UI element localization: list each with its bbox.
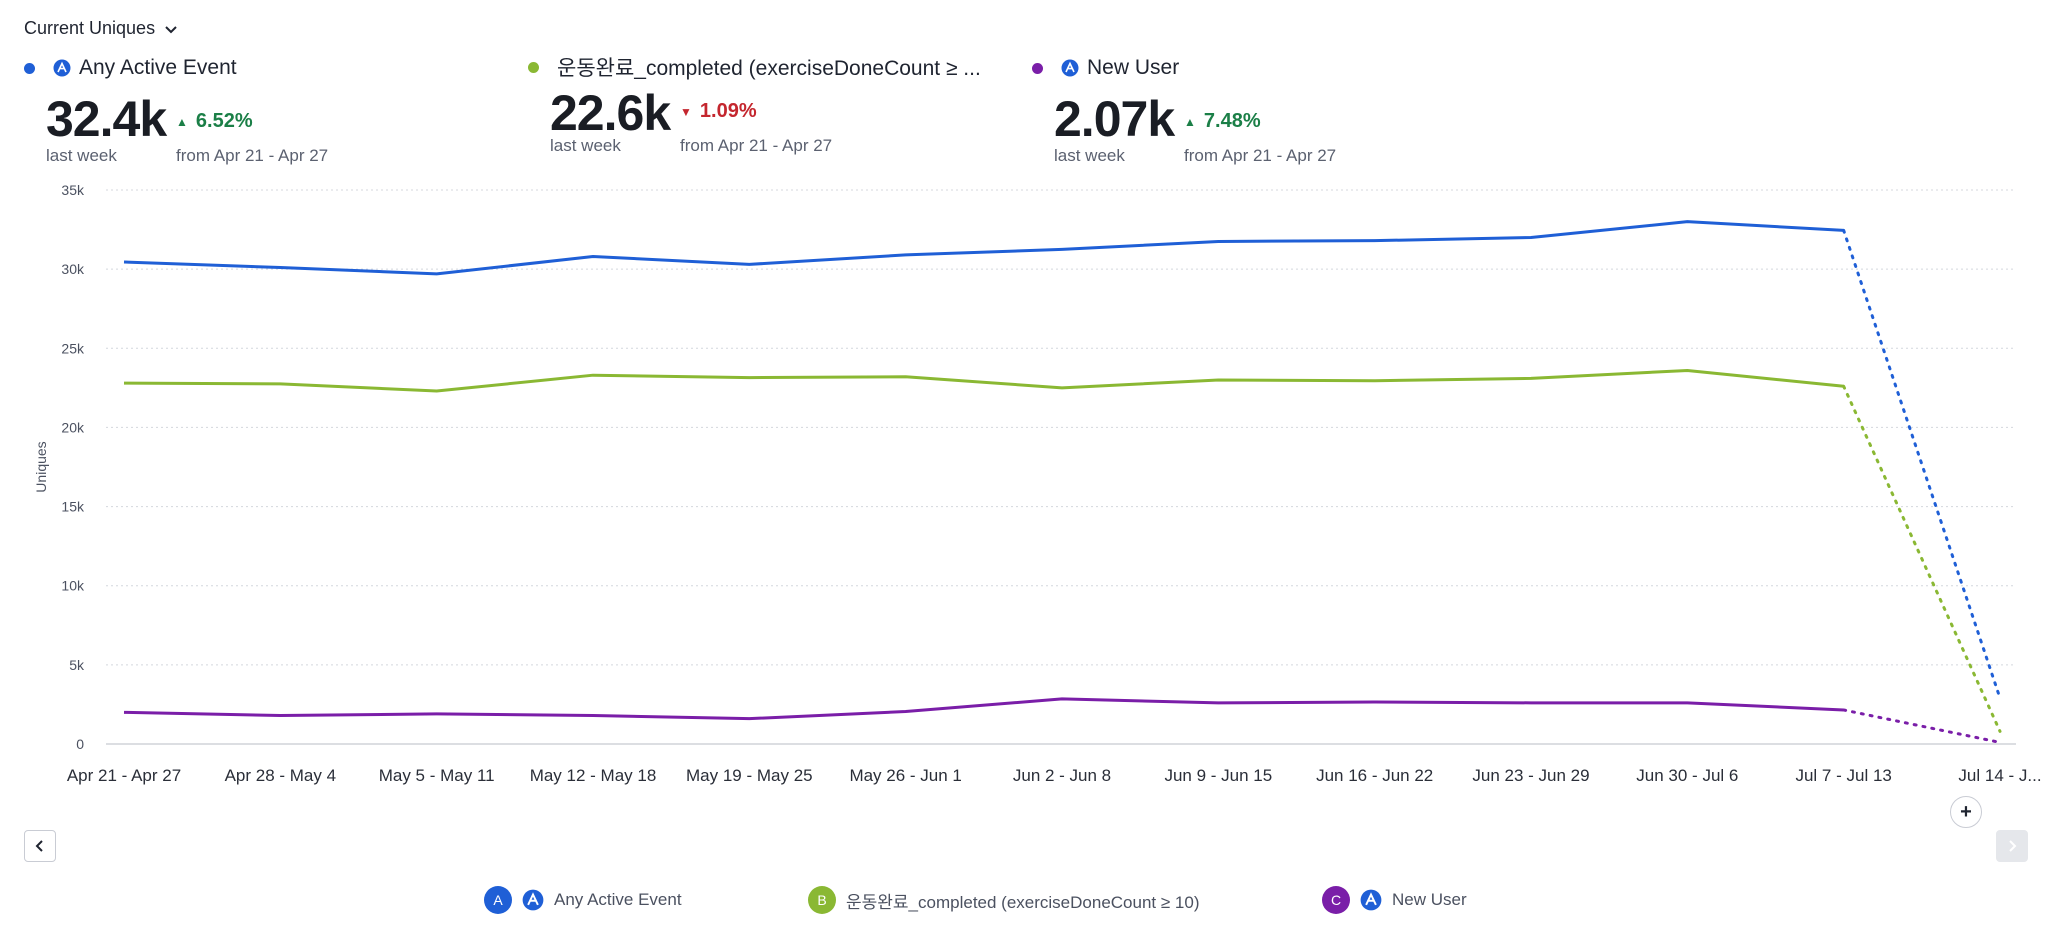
series-letter-badge: A (484, 886, 512, 914)
x-tick-label: May 12 - May 18 (530, 766, 657, 785)
summary-name: Any Active Event (79, 56, 237, 79)
event-icon (522, 889, 544, 911)
chevron-right-icon (2009, 840, 2017, 852)
summary-header[interactable]: 운동완료_completed (exerciseDoneCount ≥ ... (528, 52, 981, 82)
metric-selector-label: Current Uniques (24, 18, 156, 38)
y-tick-label: 30k (61, 261, 85, 277)
y-tick-label: 35k (61, 182, 85, 198)
series-letter-badge: B (808, 886, 836, 914)
chevron-left-icon (35, 840, 43, 852)
x-tick-label: May 19 - May 25 (686, 766, 813, 785)
summary-new-user: New User 2.07k last week ▲ 7.48% from Ap… (1032, 56, 1336, 165)
chevron-down-icon (165, 25, 177, 33)
y-tick-label: 0 (76, 736, 84, 752)
series-incomplete-segment (1842, 708, 2002, 744)
series-incomplete-segment (1842, 228, 2002, 700)
y-tick-label: 25k (61, 340, 85, 356)
y-tick-label: 10k (61, 578, 85, 594)
summary-from: from Apr 21 - Apr 27 (680, 136, 833, 155)
summary-change: ▼ 1.09% (680, 100, 757, 123)
summary-change-value: 1.09% (699, 100, 757, 122)
x-tick-label: Jun 9 - Jun 15 (1164, 766, 1272, 785)
summary-any-active-event: Any Active Event 32.4k last week ▲ 6.52%… (24, 56, 328, 165)
previous-page-button[interactable] (24, 830, 56, 862)
series-line (123, 697, 1844, 721)
metric-selector[interactable]: Current Uniques (24, 18, 179, 39)
summary-name: New User (1087, 56, 1180, 79)
summary-period: last week (1054, 146, 1125, 165)
y-tick-label: 20k (61, 419, 85, 435)
y-tick-label: 5k (69, 657, 85, 673)
x-tick-label: May 26 - Jun 1 (849, 766, 961, 785)
summary-exercise-completed: 운동완료_completed (exerciseDoneCount ≥ ... … (528, 52, 981, 155)
series-color-dot (528, 61, 539, 73)
legend-label: 운동완료_completed (exerciseDoneCount ≥ 10) (846, 892, 1200, 912)
series-letter-badge: C (1322, 886, 1350, 914)
y-axis-label: Uniques (33, 441, 49, 492)
add-button[interactable]: + (1950, 796, 1982, 828)
legend-item-c[interactable]: C New User (1322, 886, 1467, 914)
legend-label: New User (1392, 890, 1467, 909)
x-tick-label: Jul 14 - J... (1958, 766, 2041, 785)
event-icon (1061, 59, 1079, 77)
series-line (123, 368, 1844, 393)
summary-header[interactable]: New User (1032, 56, 1179, 80)
summary-from: from Apr 21 - Apr 27 (176, 146, 329, 165)
arrow-up-icon: ▲ (1184, 114, 1196, 129)
summary-change: ▲ 7.48% (1184, 110, 1261, 133)
x-tick-label: Jun 16 - Jun 22 (1316, 766, 1433, 785)
series-incomplete-segment (1842, 384, 2002, 733)
arrow-down-icon: ▼ (680, 104, 692, 119)
plus-icon: + (1960, 800, 1972, 823)
x-tick-label: May 5 - May 11 (379, 766, 495, 785)
legend-item-a[interactable]: A Any Active Event (484, 886, 682, 914)
series-color-dot (1032, 62, 1043, 74)
summary-change: ▲ 6.52% (176, 110, 253, 133)
legend-label: Any Active Event (554, 890, 682, 909)
legend-item-b[interactable]: B 운동완료_completed (exerciseDoneCount ≥ 10… (808, 886, 1200, 914)
summary-value: 32.4k (46, 91, 167, 147)
x-tick-label: Apr 28 - May 4 (225, 766, 337, 785)
summary-period: last week (550, 136, 621, 155)
summary-value: 22.6k (550, 85, 671, 141)
event-icon (53, 59, 71, 77)
summary-from: from Apr 21 - Apr 27 (1184, 146, 1337, 165)
arrow-up-icon: ▲ (176, 114, 188, 129)
series-line (123, 220, 1844, 276)
x-tick-label: Jul 7 - Jul 13 (1795, 766, 1891, 785)
summary-name: 운동완료_completed (exerciseDoneCount ≥ ... (557, 57, 981, 80)
summary-change-value: 6.52% (195, 110, 253, 132)
summary-change-value: 7.48% (1203, 110, 1261, 132)
x-tick-label: Jun 30 - Jul 6 (1636, 766, 1738, 785)
summary-period: last week (46, 146, 117, 165)
y-tick-label: 15k (61, 499, 85, 515)
x-tick-label: Jun 23 - Jun 29 (1472, 766, 1589, 785)
x-tick-label: Apr 21 - Apr 27 (67, 766, 181, 785)
series-color-dot (24, 62, 35, 74)
summary-header[interactable]: Any Active Event (24, 56, 237, 80)
x-tick-label: Jun 2 - Jun 8 (1013, 766, 1111, 785)
next-page-button[interactable] (1996, 830, 2028, 862)
event-icon (1360, 889, 1382, 911)
summary-value: 2.07k (1054, 91, 1175, 147)
